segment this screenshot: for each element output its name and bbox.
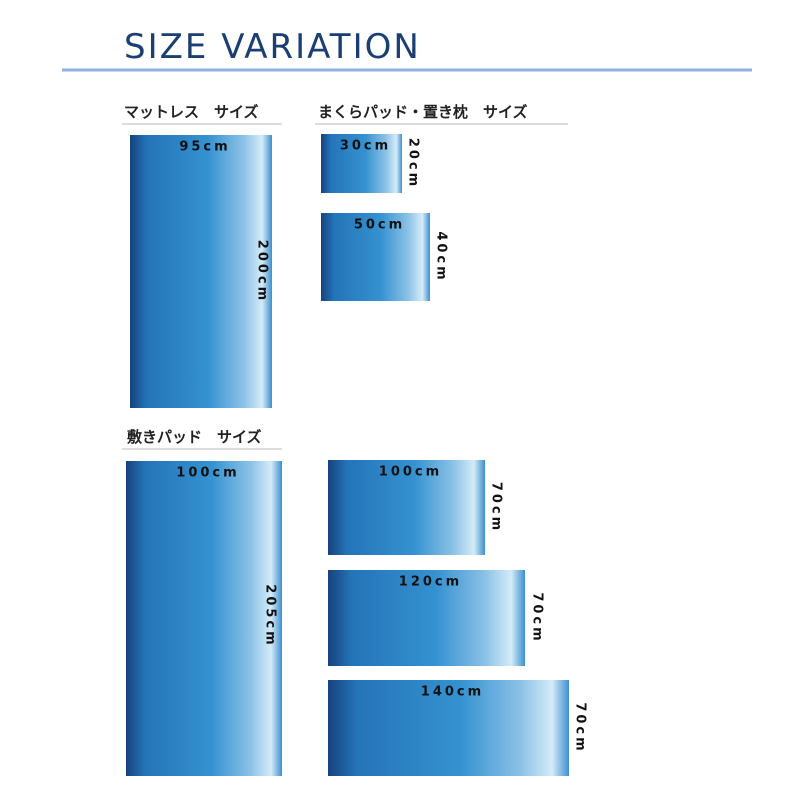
width-label: 95cm: [179, 140, 230, 155]
length-label: 40cm: [434, 231, 449, 282]
page-title: SIZE VARIATION: [124, 27, 421, 67]
section-heading: マットレス サイズ: [124, 103, 259, 121]
length-label: 20cm: [406, 138, 421, 189]
width-label: 120cm: [399, 575, 462, 590]
length-label: 200cm: [255, 240, 270, 303]
width-label: 100cm: [379, 465, 442, 480]
length-label: 70cm: [573, 702, 588, 753]
width-label: 30cm: [340, 139, 391, 154]
length-label: 70cm: [489, 482, 504, 533]
section-heading: 敷きパッド サイズ: [127, 428, 262, 446]
width-label: 100cm: [176, 466, 239, 481]
size-box: [130, 135, 272, 408]
length-label: 70cm: [530, 592, 545, 643]
width-label: 140cm: [421, 685, 484, 700]
size-boxes: 95cm 200cm 30cm 20cm 50cm 40cm 100cm 205cm 100cm…: [126, 134, 588, 776]
size-box: [328, 570, 525, 666]
length-label: 205cm: [263, 584, 278, 647]
width-label: 50cm: [354, 218, 405, 233]
size-box: [321, 134, 402, 193]
size-box: [328, 680, 569, 776]
size-box: [321, 213, 430, 301]
section-heading: まくらパッド・置き枕 サイズ: [318, 103, 528, 121]
size-box: [328, 460, 485, 555]
size-box: [126, 461, 282, 776]
